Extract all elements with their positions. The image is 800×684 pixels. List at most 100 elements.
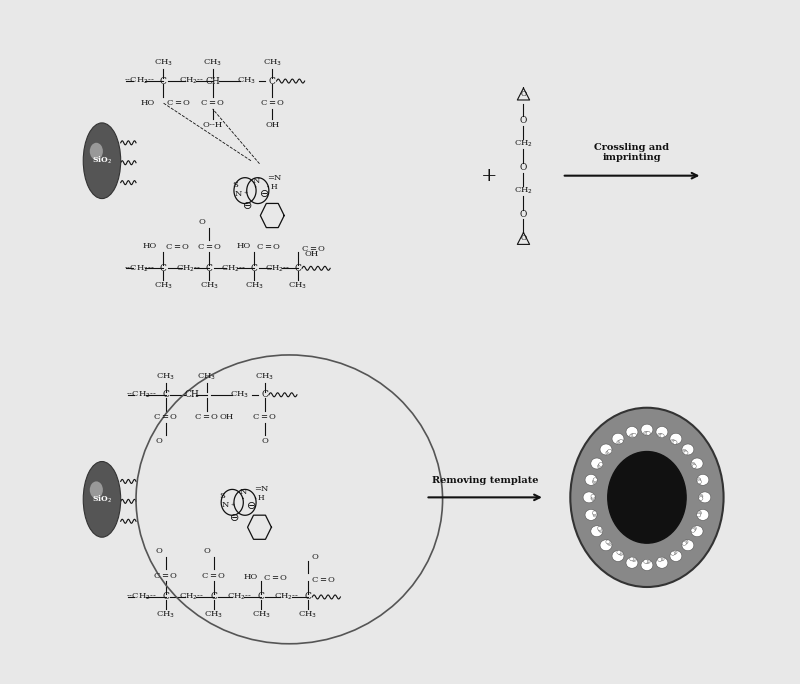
Ellipse shape bbox=[684, 451, 688, 455]
Ellipse shape bbox=[632, 433, 636, 437]
Ellipse shape bbox=[90, 482, 103, 499]
Ellipse shape bbox=[697, 479, 701, 483]
Text: CH$_3$: CH$_3$ bbox=[230, 389, 249, 400]
Text: CH$_3$: CH$_3$ bbox=[156, 371, 175, 382]
Ellipse shape bbox=[608, 542, 612, 545]
Ellipse shape bbox=[591, 495, 595, 499]
Text: C: C bbox=[162, 391, 170, 399]
Text: Crossling and
imprinting: Crossling and imprinting bbox=[594, 143, 670, 162]
Text: CH$_3$: CH$_3$ bbox=[154, 58, 173, 68]
Ellipse shape bbox=[646, 432, 650, 435]
Ellipse shape bbox=[658, 434, 663, 438]
Ellipse shape bbox=[618, 551, 622, 555]
Text: O: O bbox=[521, 90, 526, 98]
Ellipse shape bbox=[606, 451, 610, 455]
Text: N: N bbox=[253, 176, 260, 185]
Text: CH$_2$--: CH$_2$-- bbox=[221, 263, 246, 274]
Ellipse shape bbox=[658, 557, 663, 561]
Text: CH$_2$--: CH$_2$-- bbox=[179, 76, 204, 86]
Text: =N: =N bbox=[267, 174, 282, 182]
Text: O: O bbox=[521, 234, 526, 242]
Text: C: C bbox=[251, 264, 258, 273]
Text: CH$_3$: CH$_3$ bbox=[203, 58, 222, 68]
Text: C$=$O: C$=$O bbox=[194, 412, 219, 421]
Ellipse shape bbox=[630, 557, 634, 561]
Text: CH$_3$: CH$_3$ bbox=[154, 281, 173, 291]
Text: $\ominus$: $\ominus$ bbox=[242, 200, 252, 211]
Ellipse shape bbox=[591, 526, 602, 537]
Ellipse shape bbox=[598, 464, 602, 469]
Text: $\ominus$: $\ominus$ bbox=[229, 512, 239, 523]
Ellipse shape bbox=[626, 426, 638, 438]
Text: CH$_3$: CH$_3$ bbox=[237, 76, 256, 86]
Ellipse shape bbox=[697, 478, 701, 482]
Text: C$=$O: C$=$O bbox=[311, 575, 337, 583]
Text: C: C bbox=[269, 77, 276, 86]
Text: C$=$O: C$=$O bbox=[197, 242, 222, 251]
Text: CH$_2$: CH$_2$ bbox=[514, 139, 533, 149]
Text: C$=$O: C$=$O bbox=[201, 570, 226, 579]
Text: O: O bbox=[203, 547, 210, 555]
Ellipse shape bbox=[682, 542, 686, 545]
Ellipse shape bbox=[598, 529, 603, 532]
Text: CH$_3$: CH$_3$ bbox=[200, 281, 219, 291]
Ellipse shape bbox=[83, 462, 121, 537]
Ellipse shape bbox=[660, 434, 664, 438]
Ellipse shape bbox=[631, 434, 635, 438]
Ellipse shape bbox=[698, 495, 703, 498]
Text: --CH$_2$--: --CH$_2$-- bbox=[126, 389, 157, 400]
Text: S: S bbox=[232, 181, 238, 189]
Ellipse shape bbox=[658, 557, 662, 562]
Ellipse shape bbox=[83, 123, 121, 198]
Ellipse shape bbox=[645, 432, 649, 436]
Text: C: C bbox=[206, 264, 213, 273]
Ellipse shape bbox=[692, 527, 696, 530]
Ellipse shape bbox=[631, 557, 635, 561]
Text: C$=$O: C$=$O bbox=[302, 244, 326, 253]
Text: HO: HO bbox=[237, 242, 251, 250]
Ellipse shape bbox=[682, 449, 686, 453]
Text: O: O bbox=[261, 436, 268, 445]
Ellipse shape bbox=[626, 557, 638, 568]
Ellipse shape bbox=[646, 560, 650, 564]
Text: CH$_3$: CH$_3$ bbox=[252, 609, 270, 620]
Text: O: O bbox=[311, 553, 318, 561]
Text: --CH$_2$--: --CH$_2$-- bbox=[126, 592, 157, 602]
Ellipse shape bbox=[607, 450, 611, 454]
Text: HO: HO bbox=[142, 242, 157, 250]
Ellipse shape bbox=[645, 560, 649, 563]
Ellipse shape bbox=[641, 424, 653, 435]
Ellipse shape bbox=[598, 462, 603, 466]
Text: CH: CH bbox=[206, 77, 220, 86]
Ellipse shape bbox=[660, 557, 664, 561]
Ellipse shape bbox=[697, 510, 709, 521]
Ellipse shape bbox=[644, 432, 648, 435]
Ellipse shape bbox=[641, 560, 653, 570]
Text: C$=$O: C$=$O bbox=[252, 412, 277, 421]
Ellipse shape bbox=[698, 480, 702, 484]
Ellipse shape bbox=[672, 551, 676, 555]
Ellipse shape bbox=[673, 551, 677, 554]
Ellipse shape bbox=[698, 497, 703, 501]
Ellipse shape bbox=[583, 492, 595, 503]
Ellipse shape bbox=[670, 439, 675, 443]
Ellipse shape bbox=[570, 408, 723, 587]
Ellipse shape bbox=[683, 450, 687, 454]
Text: HO: HO bbox=[141, 99, 154, 107]
Text: O: O bbox=[199, 218, 206, 226]
Text: --CH$_2$--: --CH$_2$-- bbox=[124, 263, 155, 274]
Text: +: + bbox=[481, 167, 498, 185]
Ellipse shape bbox=[683, 540, 687, 544]
Ellipse shape bbox=[691, 464, 695, 467]
Text: C: C bbox=[210, 592, 217, 601]
Ellipse shape bbox=[600, 444, 612, 455]
Ellipse shape bbox=[585, 475, 597, 486]
Text: $^+$: $^+$ bbox=[229, 502, 235, 508]
Text: O: O bbox=[520, 210, 527, 219]
Text: O--H: O--H bbox=[202, 121, 222, 129]
Text: O: O bbox=[520, 163, 527, 172]
Ellipse shape bbox=[691, 458, 703, 469]
Text: N: N bbox=[222, 501, 229, 510]
Text: CH$_3$: CH$_3$ bbox=[156, 609, 175, 620]
Text: OH: OH bbox=[265, 121, 279, 129]
